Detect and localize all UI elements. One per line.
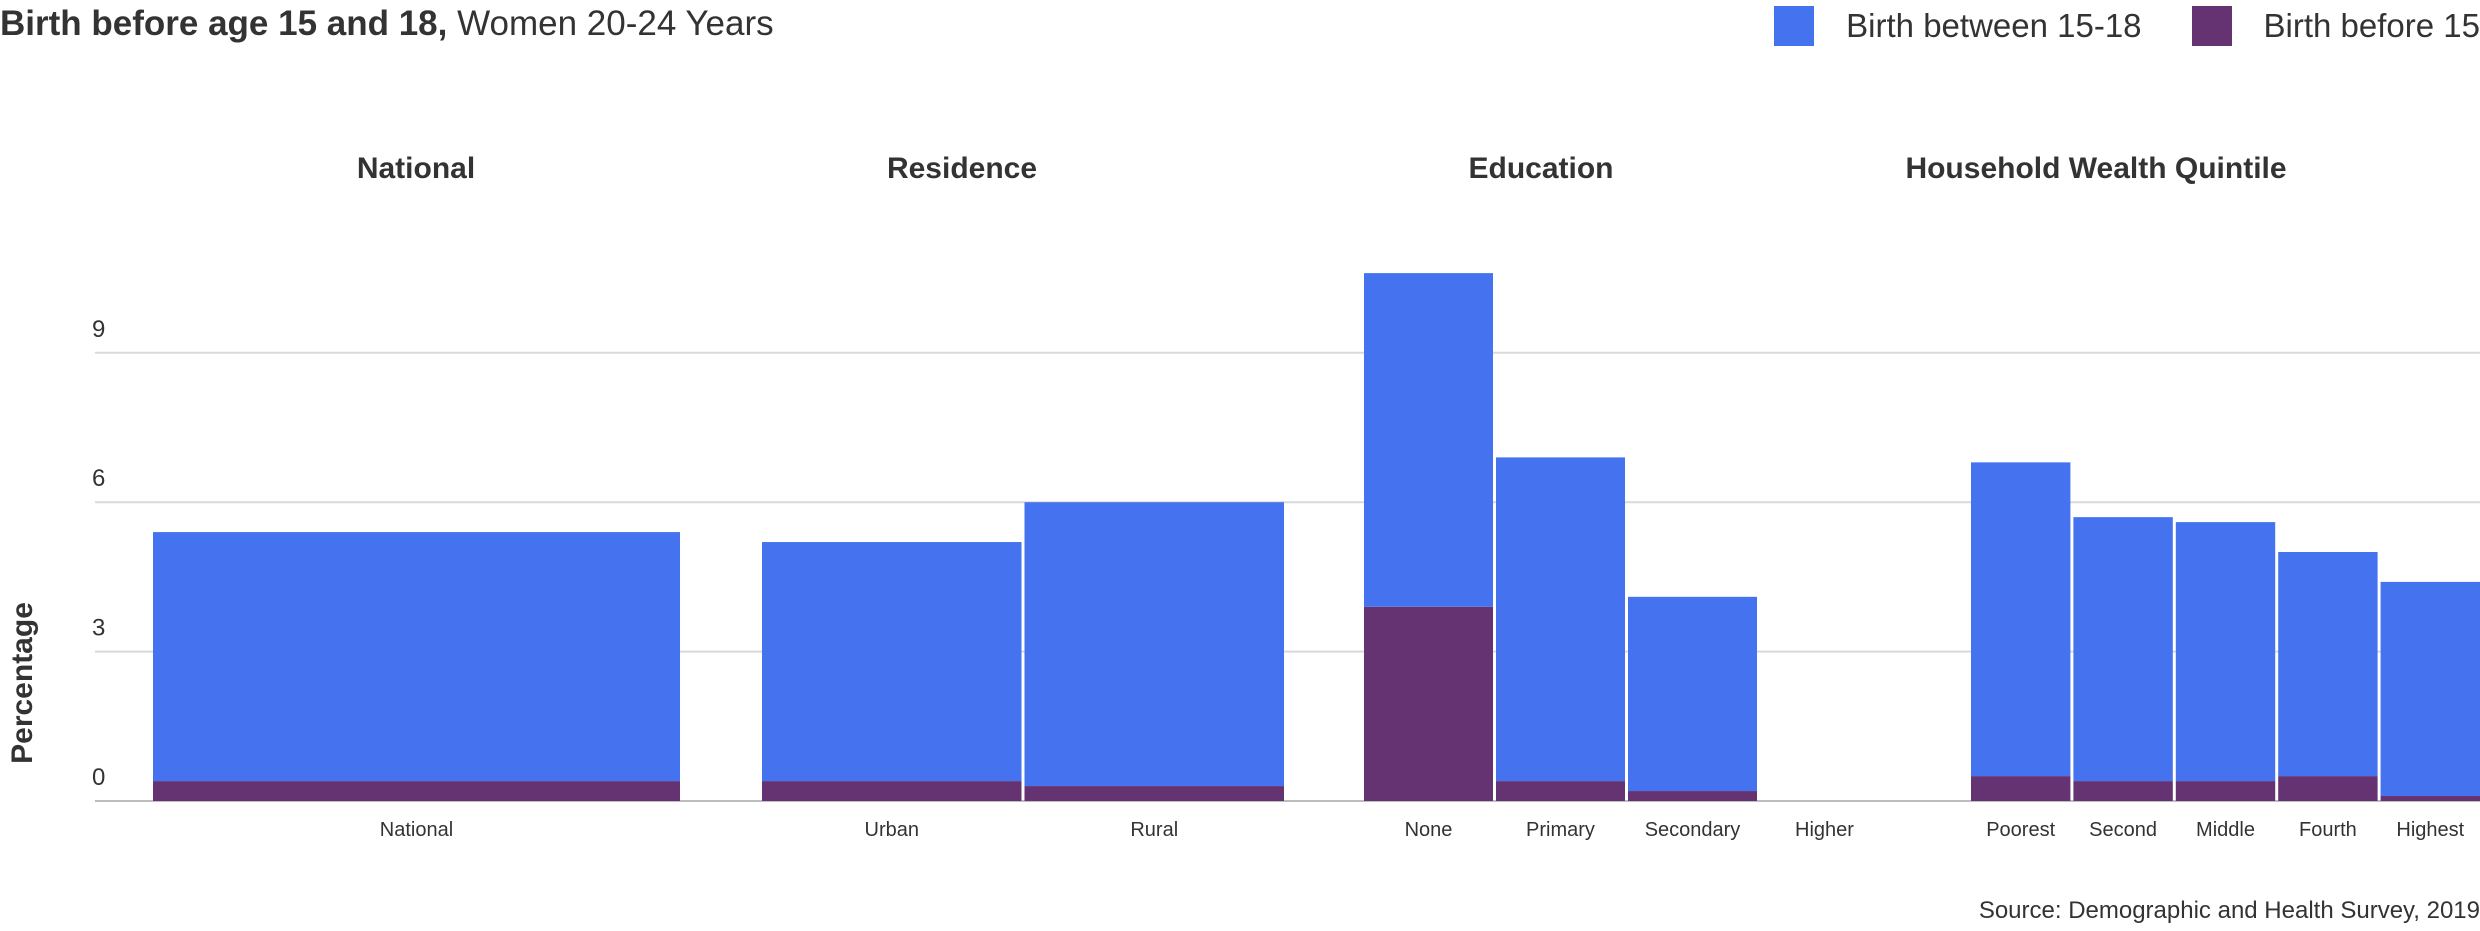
- bar-primary-before-15: [1496, 781, 1625, 801]
- x-tick-label: Higher: [1795, 819, 1854, 841]
- bar-national-before-15: [153, 781, 680, 801]
- bar-middle-15-18: [2175, 522, 2276, 782]
- bar-urban-15-18: [762, 542, 1022, 782]
- source-note: Source: Demographic and Health Survey, 2…: [1978, 897, 2480, 924]
- bar-rural-before-15: [1024, 786, 1284, 801]
- facet-title: Household Wealth Quintile: [1905, 152, 2286, 185]
- chart-title-normal: Women 20-24 Years: [447, 4, 774, 43]
- legend-item-before-15: Birth before 15: [2191, 6, 2480, 46]
- bar-poorest-15-18: [1971, 462, 2071, 777]
- chart-title-bold: Birth before age 15 and 18,: [0, 4, 448, 43]
- chart-title: Birth before age 15 and 18, Women 20-24 …: [0, 4, 774, 44]
- bar-fourth-before-15: [2278, 776, 2378, 801]
- x-tick-label: Poorest: [1986, 819, 2055, 841]
- x-tick-label: Secondary: [1645, 819, 1741, 841]
- x-tick-label: Middle: [2196, 819, 2255, 841]
- bar-highest-before-15: [2380, 796, 2480, 801]
- bar-poorest-before-15: [1971, 776, 2071, 801]
- legend-label-15-18: Birth between 15-18: [1846, 7, 2142, 44]
- legend: Birth between 15-18 Birth before 15: [1724, 6, 2480, 46]
- y-tick-label: 3: [92, 615, 105, 642]
- facet-title: Residence: [887, 152, 1037, 185]
- bar-fourth-15-18: [2278, 552, 2378, 777]
- bar-secondary-before-15: [1628, 791, 1757, 801]
- legend-label-before-15: Birth before 15: [2263, 7, 2480, 44]
- y-tick-label: 9: [92, 316, 105, 343]
- bar-rural-15-18: [1024, 502, 1284, 787]
- bar-secondary-15-18: [1628, 596, 1757, 792]
- x-tick-label: National: [380, 819, 453, 841]
- y-tick-label: 0: [92, 764, 105, 791]
- x-tick-label: Primary: [1526, 819, 1595, 841]
- legend-swatch-before-15: [2191, 6, 2232, 46]
- bar-middle-before-15: [2175, 781, 2276, 801]
- facet-title: National: [357, 152, 475, 185]
- bar-highest-15-18: [2380, 581, 2480, 797]
- y-axis-label: Percentage: [6, 602, 39, 764]
- bar-urban-before-15: [762, 781, 1022, 801]
- legend-item-15-18: Birth between 15-18: [1774, 6, 2142, 46]
- x-tick-label: Highest: [2396, 819, 2464, 841]
- bar-primary-15-18: [1496, 457, 1625, 782]
- x-tick-label: Fourth: [2299, 819, 2357, 841]
- legend-swatch-15-18: [1774, 6, 1815, 46]
- bar-national-15-18: [153, 532, 680, 782]
- facet-title: Education: [1468, 152, 1613, 185]
- bar-none-before-15: [1364, 606, 1493, 801]
- bar-second-before-15: [2073, 781, 2173, 801]
- y-tick-label: 6: [92, 465, 105, 492]
- x-tick-label: Rural: [1130, 819, 1178, 841]
- x-tick-label: None: [1405, 819, 1453, 841]
- x-tick-label: Urban: [865, 819, 919, 841]
- bar-none-15-18: [1364, 273, 1493, 607]
- x-tick-label: Second: [2089, 819, 2157, 841]
- bar-second-15-18: [2073, 517, 2173, 782]
